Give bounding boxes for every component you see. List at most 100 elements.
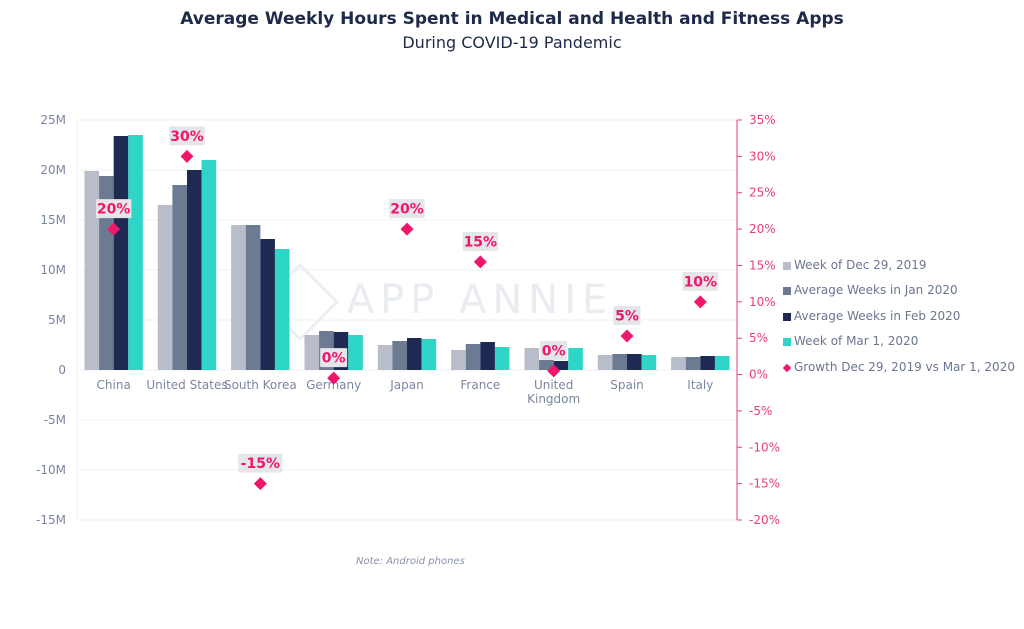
bar-0-8 [671,357,686,370]
x-tick-label: United States [146,378,227,392]
growth-marker [180,149,194,163]
chart-title: Average Weekly Hours Spent in Medical an… [180,9,844,29]
bar-2-6 [553,361,569,370]
watermark-text: APP ANNIE [347,277,614,323]
growth-label-bg [613,306,641,325]
growth-marker [107,222,121,236]
bar-2-1 [187,170,202,370]
x-tick-label: United [534,378,573,392]
growth-label: 0% [542,343,566,359]
bar-1-2 [245,225,261,370]
growth-label: 0% [322,351,346,367]
growth-marker [253,477,267,491]
legend-swatch-jan [783,287,791,296]
growth-marker [547,364,561,378]
growth-label: 10% [684,274,718,290]
bar-0-3 [304,335,320,370]
bar-2-8 [700,356,715,370]
y-left-tick-label: 5M [48,313,66,327]
growth-label-bg [169,126,205,146]
bar-2-7 [627,354,642,370]
growth-marker [473,255,487,269]
x-tick-label: China [97,378,131,392]
growth-label-bg [320,348,348,368]
bar-0-2 [231,225,246,370]
growth-label-bg [95,199,132,219]
bar-1-0 [99,176,114,370]
bar-3-3 [348,335,363,370]
x-tick-label: Italy [687,378,713,392]
growth-label-bg [238,453,283,473]
growth-label-bg [682,271,719,291]
y-right-tick-label: 35% [749,113,776,127]
bar-1-7 [612,354,627,370]
chart-subtitle: During COVID-19 Pandemic [402,33,622,52]
bar-3-5 [494,347,510,370]
bar-0-5 [451,350,466,370]
bar-3-6 [568,348,583,370]
legend-swatch-dec29 [783,262,791,270]
y-left-tick-label: 0 [58,363,66,377]
y-right-tick-label: 15% [749,258,776,272]
y-left-tick-label: -15M [36,513,66,527]
y-right-tick-label: -15% [749,477,780,491]
x-tick-label: South Korea [224,378,297,392]
y-left-tick-label: 25M [40,113,66,127]
legend-label-growth: Growth Dec 29, 2019 vs Mar 1, 2020 [794,359,1015,374]
y-right-tick-label: 5% [749,331,768,345]
y-left-tick-label: 10M [40,263,66,277]
growth-label-bg [540,340,568,360]
y-left-tick-label: 20M [40,163,66,177]
bar-0-7 [597,355,613,370]
y-right-tick-label: -10% [749,440,780,454]
growth-label: 15% [464,234,498,250]
bar-3-1 [201,160,217,370]
y-right-tick-label: 10% [749,295,776,309]
x-tick-label: Kingdom [527,392,580,406]
bar-3-8 [714,356,730,370]
legend-label-feb: Average Weeks in Feb 2020 [794,308,961,323]
bar-0-0 [84,171,100,370]
bar-0-4 [377,345,393,370]
bar-3-2 [274,249,290,370]
bar-0-1 [157,205,173,370]
growth-marker [400,222,414,236]
bar-2-5 [480,342,495,370]
growth-label: 20% [97,202,131,218]
growth-label: 5% [615,309,639,325]
y-right-tick-label: 30% [749,149,776,163]
growth-label: 20% [390,202,424,218]
legend-swatch-feb [783,312,791,321]
growth-label-bg [462,231,499,251]
y-right-tick-label: 0% [749,368,768,382]
bar-3-4 [421,339,437,370]
bar-2-2 [260,239,275,370]
x-tick-label: Japan [389,378,423,392]
bar-1-8 [685,357,701,370]
x-tick-label: Spain [610,378,644,392]
y-right-tick-label: 20% [749,222,776,236]
bar-2-4 [407,338,422,370]
bar-1-6 [539,360,554,370]
growth-marker [327,371,341,385]
bar-0-6 [524,348,540,370]
y-left-tick-label: -10M [36,463,66,477]
growth-marker [693,295,707,309]
growth-label-bg [389,199,425,219]
x-tick-label: France [460,378,500,392]
x-tick-label: Germany [306,378,361,392]
growth-label: 30% [170,129,204,145]
y-right-tick-label: -20% [749,513,780,527]
legend-swatch-mar1 [783,338,791,347]
y-left-tick-label: -5M [44,413,66,427]
legend-label-mar1: Week of Mar 1, 2020 [794,334,919,349]
bar-2-0 [113,136,129,370]
y-left-tick-label: 15M [40,213,66,227]
legend-label-dec29: Week of Dec 29, 2019 [794,258,927,272]
legend-label-jan: Average Weeks in Jan 2020 [794,283,958,298]
bar-3-7 [641,355,657,370]
y-right-tick-label: -5% [749,404,772,418]
bar-1-4 [392,341,407,370]
bar-3-0 [128,135,143,370]
